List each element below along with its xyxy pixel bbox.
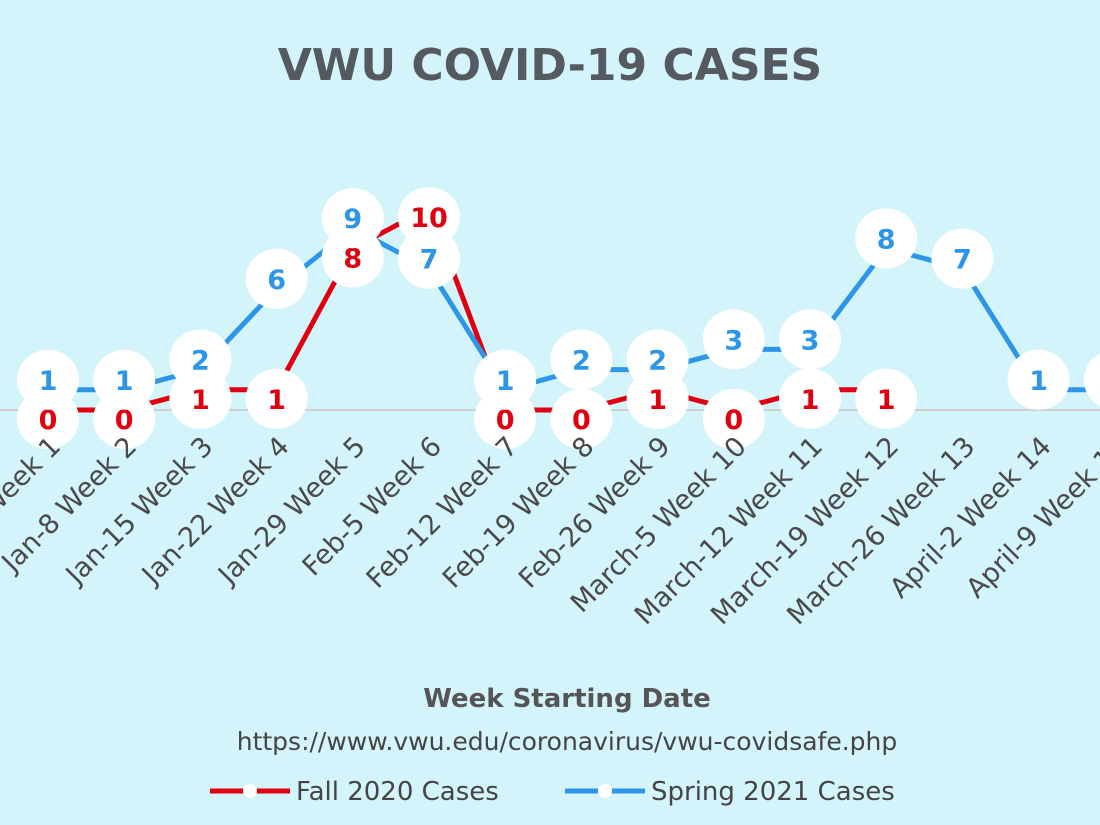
data-label: 2	[191, 346, 210, 377]
data-point-marker	[169, 329, 232, 390]
data-label: 0	[572, 405, 591, 436]
data-label: 8	[343, 243, 362, 274]
data-label: 9	[343, 204, 362, 235]
data-point-marker	[855, 208, 918, 269]
data-label: 1	[1029, 366, 1048, 397]
legend-label-fall: Fall 2020 Cases	[296, 777, 499, 807]
data-label: 1	[267, 385, 286, 416]
data-label: 7	[953, 245, 972, 276]
data-point-marker	[626, 329, 689, 390]
data-label: 0	[724, 405, 743, 436]
data-label: 1	[191, 385, 210, 416]
data-point-marker	[550, 329, 613, 390]
data-label: 0	[496, 405, 515, 436]
chart-title: VWU COVID-19 CASES	[278, 40, 823, 91]
data-label: 2	[648, 346, 667, 377]
data-point-marker	[398, 228, 460, 289]
data-point-marker	[474, 349, 537, 410]
data-label: 1	[877, 385, 896, 416]
data-label: 1	[115, 366, 134, 397]
data-label: 8	[877, 224, 896, 255]
data-label: 1	[496, 366, 515, 397]
data-point-marker	[779, 368, 841, 429]
data-point-marker	[1007, 349, 1070, 410]
legend: Fall 2020 Cases Spring 2021 Cases	[210, 777, 895, 807]
data-point-marker	[398, 187, 460, 247]
data-point-marker	[702, 389, 765, 449]
data-point-marker	[931, 228, 994, 289]
series-line-fall	[48, 205, 887, 413]
data-point-marker	[245, 248, 308, 309]
data-label: 7	[420, 245, 439, 276]
source-url: https://www.vwu.edu/coronavirus/vwu-covi…	[237, 727, 898, 756]
data-point-marker	[779, 309, 841, 370]
data-point-marker	[550, 389, 613, 449]
x-axis-title: Week Starting Date	[423, 684, 711, 714]
legend-label-spring: Spring 2021 Cases	[651, 777, 895, 807]
legend-item-fall: Fall 2020 Cases	[210, 777, 499, 807]
data-label: 0	[39, 405, 58, 436]
legend-item-spring: Spring 2021 Cases	[565, 777, 895, 807]
data-label: 0	[115, 405, 134, 436]
data-label: 6	[267, 265, 286, 296]
data-label: 2	[572, 346, 591, 377]
data-label: 3	[724, 325, 743, 356]
data-point-marker	[17, 349, 79, 410]
data-point-marker	[321, 188, 384, 249]
data-label: 1	[39, 366, 58, 397]
data-point-marker	[702, 309, 765, 370]
data-label: 1	[801, 385, 820, 416]
data-point-marker	[93, 349, 156, 410]
data-label: 1	[648, 385, 667, 416]
data-point-marker	[855, 368, 918, 429]
data-point-marker	[245, 368, 308, 429]
data-label: 3	[801, 325, 820, 356]
data-point-marker	[1083, 353, 1100, 407]
